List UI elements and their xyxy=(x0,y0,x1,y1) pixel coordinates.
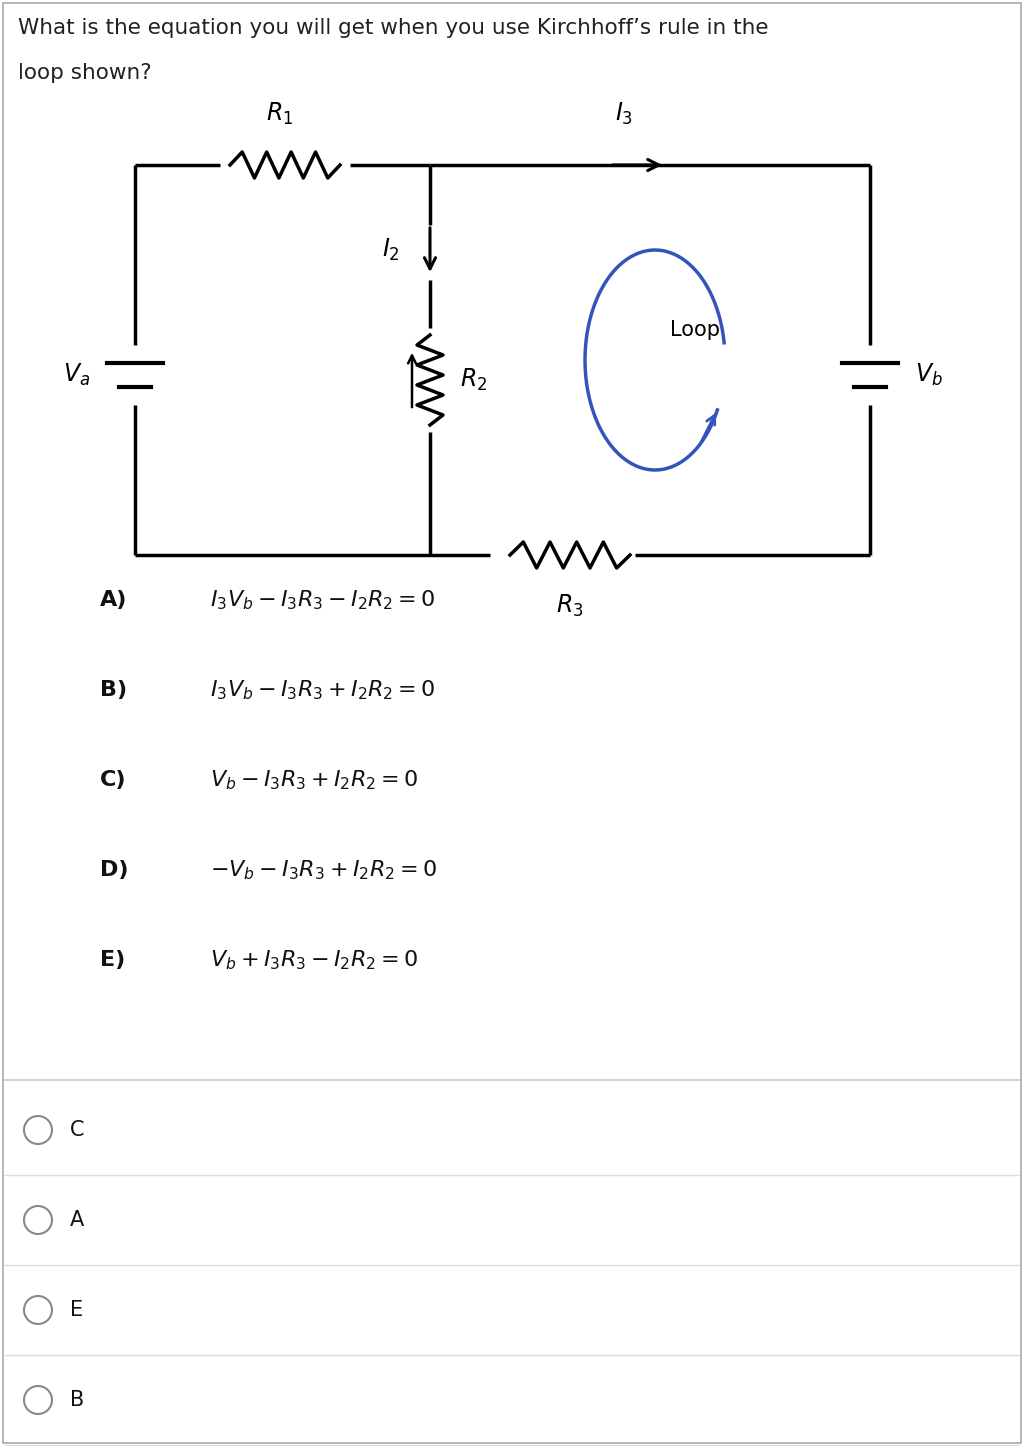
Text: B: B xyxy=(70,1390,84,1410)
Text: $R_1$: $R_1$ xyxy=(266,101,294,127)
Text: $R_2$: $R_2$ xyxy=(460,367,487,393)
Text: E): E) xyxy=(100,950,125,970)
Text: $V_b - I_3R_3 + I_2R_2 = 0$: $V_b - I_3R_3 + I_2R_2 = 0$ xyxy=(210,768,419,792)
Text: A): A) xyxy=(100,590,127,610)
Text: B): B) xyxy=(100,680,127,700)
Text: $-V_b - I_3R_3 + I_2R_2 = 0$: $-V_b - I_3R_3 + I_2R_2 = 0$ xyxy=(210,857,437,882)
Text: $I_3V_b - I_3R_3 + I_2R_2 = 0$: $I_3V_b - I_3R_3 + I_2R_2 = 0$ xyxy=(210,678,435,701)
Text: $I_3V_b - I_3R_3 - I_2R_2 = 0$: $I_3V_b - I_3R_3 - I_2R_2 = 0$ xyxy=(210,589,435,612)
Text: loop shown?: loop shown? xyxy=(18,64,152,82)
Text: A: A xyxy=(70,1210,84,1231)
Text: Loop: Loop xyxy=(670,320,720,340)
Text: $V_b$: $V_b$ xyxy=(915,362,943,388)
Text: D): D) xyxy=(100,860,128,881)
Text: $V_a$: $V_a$ xyxy=(62,362,90,388)
Text: $I_2$: $I_2$ xyxy=(382,237,400,263)
Text: $I_3$: $I_3$ xyxy=(615,101,633,127)
Text: What is the equation you will get when you use Kirchhoff’s rule in the: What is the equation you will get when y… xyxy=(18,17,768,38)
Text: E: E xyxy=(70,1300,83,1320)
Text: $V_b + I_3R_3 - I_2R_2 = 0$: $V_b + I_3R_3 - I_2R_2 = 0$ xyxy=(210,949,419,972)
Text: $R_3$: $R_3$ xyxy=(556,593,584,619)
Text: C: C xyxy=(70,1121,85,1139)
Text: C): C) xyxy=(100,771,127,790)
